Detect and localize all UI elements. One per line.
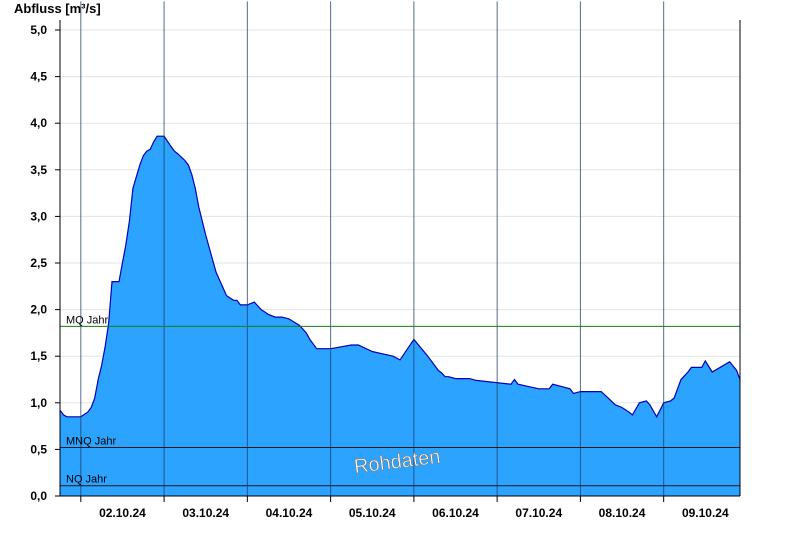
y-tick-label: 1,0 <box>30 396 47 410</box>
y-tick-label: 3,5 <box>30 163 47 177</box>
axes <box>55 20 741 502</box>
discharge-line <box>59 135 741 419</box>
x-tick-label: 06.10.24 <box>432 506 479 520</box>
day-separators <box>80 1 665 496</box>
y-tick-label: 3,0 <box>30 209 47 223</box>
reference-lines: MQ Jahr MNQ Jahr NQ Jahr <box>60 314 740 487</box>
reference-label: NQ Jahr <box>66 474 107 486</box>
y-tick-label: 2,0 <box>30 303 47 317</box>
x-tick-label: 09.10.24 <box>682 506 729 520</box>
x-tick-label: 02.10.24 <box>99 506 146 520</box>
y-tick-label: 5,0 <box>30 23 47 37</box>
reference-label: MNQ Jahr <box>66 436 116 448</box>
y-tick-label: 0,0 <box>30 489 47 503</box>
x-tick-label: 08.10.24 <box>599 506 646 520</box>
x-tick-label: 04.10.24 <box>266 506 313 520</box>
x-tick-label: 07.10.24 <box>515 506 562 520</box>
reference-label: MQ Jahr <box>66 314 109 326</box>
x-tick-label: 05.10.24 <box>349 506 396 520</box>
y-tick-label: 0,5 <box>30 442 47 456</box>
discharge-area <box>60 136 740 496</box>
y-tick-label: 1,5 <box>30 349 47 363</box>
tick-labels: 0,0 0,5 1,0 1,5 2,0 2,5 3,0 3,5 4,0 4,5 5,0 02.10.2… <box>30 23 729 520</box>
y-tick-label: 2,5 <box>30 256 47 270</box>
y-tick-label: 4,0 <box>30 116 47 130</box>
y-axis-label: Abfluss [m³/s] <box>14 1 101 16</box>
y-tick-label: 4,5 <box>30 70 47 84</box>
area-layer <box>59 135 741 496</box>
x-tick-label: 03.10.24 <box>182 506 229 520</box>
